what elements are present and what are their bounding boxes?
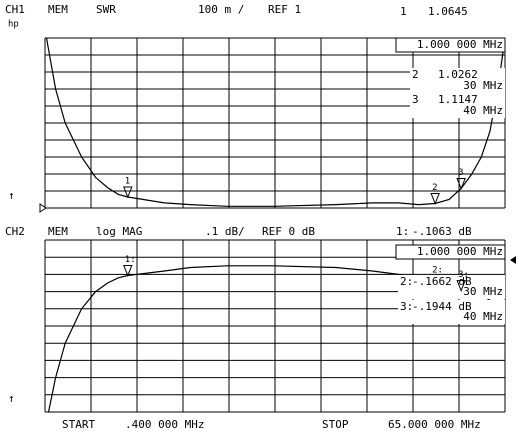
marker-value: -.1944 dB xyxy=(412,300,472,313)
marker-freq: 40 MHz xyxy=(463,310,503,323)
marker-id: 3 xyxy=(412,93,419,106)
marker-freq: 40 MHz xyxy=(463,104,503,117)
marker-triangle xyxy=(456,178,466,190)
marker-freq: 30 MHz xyxy=(463,285,503,298)
marker-freq: 1.000 000 MHz xyxy=(417,245,503,258)
header-channel: CH2 xyxy=(5,225,25,238)
marker-id: 1: xyxy=(396,225,409,238)
marker-id: 2 xyxy=(412,68,419,81)
marker-number: 3: xyxy=(458,270,469,280)
ref-pointer xyxy=(39,203,47,213)
header-scale: .1 dB/ xyxy=(205,225,245,238)
marker-value: 1.1147 xyxy=(438,93,478,106)
header-memory: MEM xyxy=(48,225,68,238)
marker-triangle xyxy=(430,193,440,205)
readout-bg xyxy=(410,68,505,93)
readout-bg xyxy=(394,225,505,239)
marker-triangle xyxy=(123,264,133,277)
ref-arrow: ↑ xyxy=(8,189,15,202)
readout-bg xyxy=(410,93,505,118)
marker-number: 2 xyxy=(432,183,437,193)
marker-id: 2: xyxy=(400,275,413,288)
readout-bg xyxy=(398,275,505,299)
stop-label: STOP xyxy=(322,418,349,431)
readout-bg xyxy=(398,5,505,19)
marker-value: -.1063 dB xyxy=(412,225,472,238)
marker-freq: 30 MHz xyxy=(463,79,503,92)
marker-number: 1: xyxy=(125,255,136,265)
stop-value: 65.000 000 MHz xyxy=(388,418,481,431)
start-label: START xyxy=(62,418,95,431)
ref-pointer xyxy=(510,256,516,264)
start-value: .400 000 MHz xyxy=(125,418,204,431)
trace xyxy=(45,38,505,207)
marker-triangle xyxy=(456,280,466,292)
header-channel: CH1 xyxy=(5,3,25,16)
header-memory: MEM xyxy=(48,3,68,16)
header-reference: REF 1 xyxy=(268,3,301,16)
header-reference: REF 0 dB xyxy=(262,225,315,238)
marker-value: -.1662 dB xyxy=(412,275,472,288)
readout-bg xyxy=(395,37,506,53)
marker-value: 1.0645 xyxy=(428,5,468,18)
readout-bg xyxy=(395,244,506,260)
marker-triangle xyxy=(123,186,133,199)
marker-id: 3: xyxy=(400,300,413,313)
header-format: SWR xyxy=(96,3,116,16)
arrow: hp xyxy=(8,20,19,30)
marker-number: 2: xyxy=(432,265,443,275)
marker-id: 1 xyxy=(400,5,407,18)
marker-value: 1.0262 xyxy=(438,68,478,81)
header-scale: 100 m / xyxy=(198,3,244,16)
readout-bg xyxy=(398,300,505,324)
header-format: log MAG xyxy=(96,225,142,238)
marker-number: 1 xyxy=(125,177,130,187)
marker-number: 3 xyxy=(458,168,463,178)
ref-arrow: ↑ xyxy=(8,392,15,405)
marker-freq: 1.000 000 MHz xyxy=(417,38,503,51)
